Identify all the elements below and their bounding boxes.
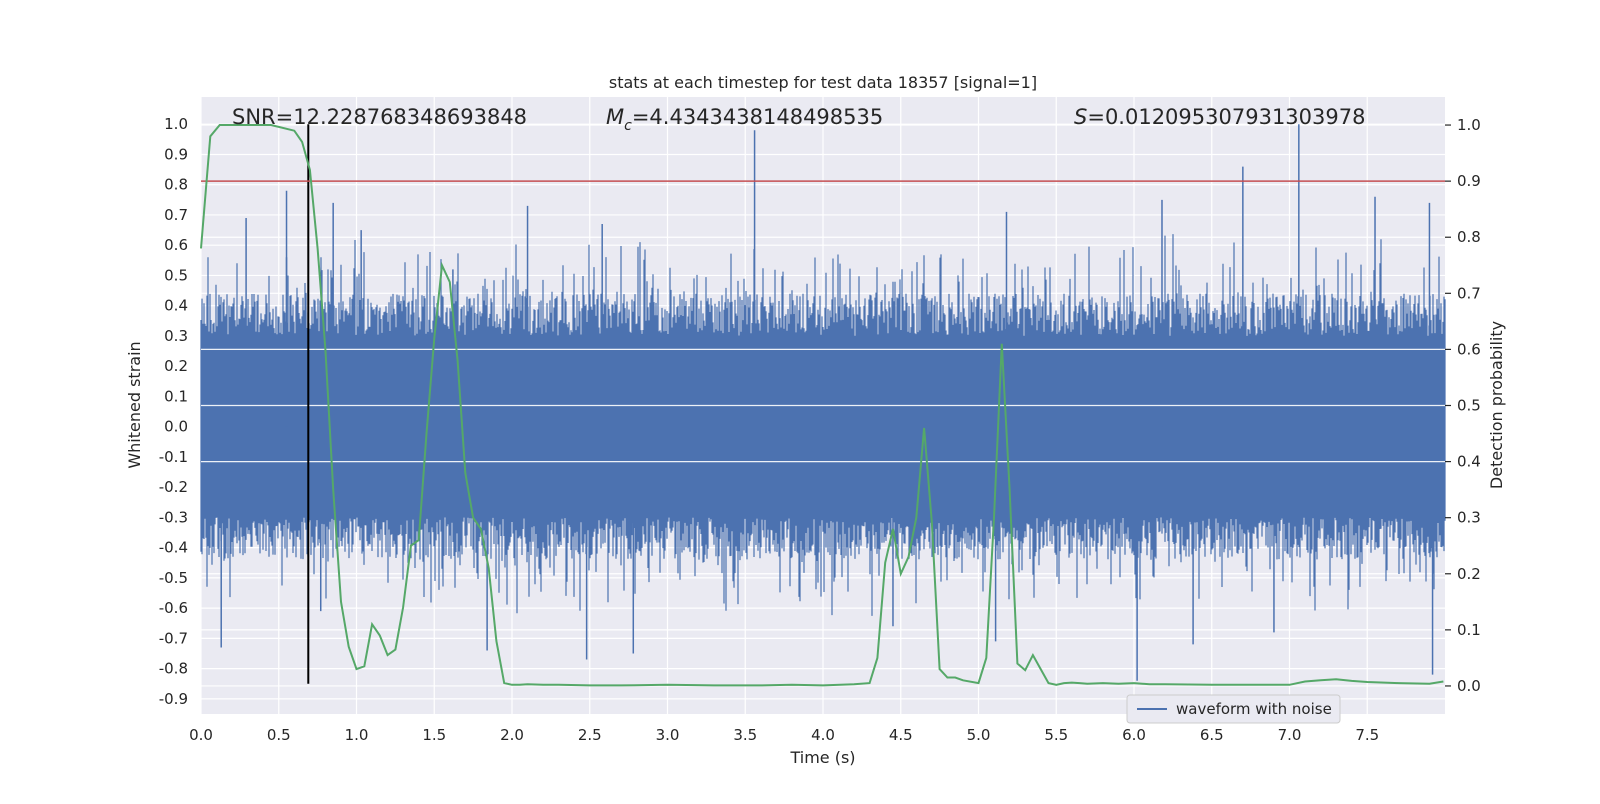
left-y-tick-label: 0.9 [164,145,188,163]
reference-lines [201,124,1445,684]
left-y-tick-label: 0.8 [164,176,188,194]
x-tick-label: 7.5 [1355,726,1379,744]
left-y-tick-label: -0.1 [159,448,188,466]
x-tick-label: 2.5 [578,726,602,744]
snr-annotation: SNR=12.228768348693848 [232,105,527,129]
legend-box [1126,694,1341,724]
left-y-tick-label: 0.1 [164,387,188,405]
right-y-tick-label: 0.8 [1457,228,1481,246]
x-tick-label: 3.5 [733,726,757,744]
left-y-tick-label: -0.9 [159,690,188,708]
left-y-tick-label: 0.7 [164,206,188,224]
right-y-tick-label: 0.4 [1457,453,1481,471]
x-axis-label: Time (s) [789,748,855,767]
s-annotation: S=0.012095307931303978 [1074,105,1365,129]
left-y-tick-label: -0.2 [159,478,188,496]
x-axis-ticks: 0.0 0.5 1.0 1.5 2.0 2.5 3.0 3.5 4.0 4.5 5.0 5.5 6.0 6… [189,726,1379,744]
right-y-tick-label: 0.3 [1457,509,1481,527]
right-y-tick-label: 0.5 [1457,397,1481,415]
right-y-axis-ticks: 1.0 0.9 0.8 0.7 0.6 0.5 0.4 0.3 0.2 0.1 0.0 [1445,116,1481,695]
left-y-tick-label: 0.5 [164,266,188,284]
probability-line [200,124,1444,687]
right-y-tick-label: 0.7 [1457,284,1481,302]
left-y-tick-label: 0.6 [164,236,188,254]
x-tick-label: 0.5 [267,726,291,744]
x-tick-label: 4.0 [811,726,835,744]
waveform-series [200,124,1446,681]
right-y-tick-label: 0.6 [1457,340,1481,358]
left-y-tick-label: -0.8 [159,660,188,678]
legend-label: waveform with noise [1176,700,1332,718]
x-tick-label: 1.5 [422,726,446,744]
right-y-tick-label: 0.0 [1457,677,1481,695]
right-y-tick-label: 0.9 [1457,172,1481,190]
s-symbol: S [1074,105,1087,129]
chirp-mass-annotation: Mc=4.4343438148498535 [606,105,883,134]
right-y-tick-label: 1.0 [1457,116,1481,134]
chirp-mass-value: =4.4343438148498535 [632,105,883,129]
left-y-tick-label: -0.7 [159,629,188,647]
x-tick-label: 6.0 [1122,726,1146,744]
left-y-tick-label: -0.5 [159,569,188,587]
chirp-mass-subscript: c [624,118,632,134]
x-tick-label: 3.0 [656,726,680,744]
x-tick-label: 6.5 [1200,726,1224,744]
chart-title: stats at each timestep for test data 183… [609,73,1037,92]
probability-series [200,124,1444,687]
left-y-tick-label: -0.4 [159,539,188,557]
left-y-tick-label: 0.0 [164,418,188,436]
left-y-tick-label: 1.0 [164,115,188,133]
right-y-tick-label: 0.2 [1457,565,1481,583]
left-y-tick-label: -0.3 [159,508,188,526]
left-y-tick-label: 0.2 [164,357,188,375]
s-value: =0.012095307931303978 [1087,105,1365,129]
x-tick-label: 7.0 [1278,726,1302,744]
left-y-tick-label: 0.4 [164,297,188,315]
right-y-tick-label: 0.1 [1457,621,1481,639]
right-y-axis-label: Detection probability [1487,321,1506,489]
x-tick-label: 2.0 [500,726,524,744]
left-y-tick-label: -0.6 [159,599,188,617]
legend: waveform with noise [1126,694,1341,724]
left-y-tick-label: 0.3 [164,327,188,345]
x-tick-label: 5.0 [967,726,991,744]
left-y-axis-label: Whitened strain [125,341,144,468]
x-tick-label: 1.0 [345,726,369,744]
x-tick-label: 5.5 [1044,726,1068,744]
x-tick-label: 0.0 [189,726,213,744]
chirp-mass-symbol: M [606,105,624,129]
x-tick-label: 4.5 [889,726,913,744]
left-y-axis-ticks: 1.0 0.9 0.8 0.7 0.6 0.5 0.4 0.3 0.2 0.1 0.0 -0.1 -0.… [159,115,188,708]
